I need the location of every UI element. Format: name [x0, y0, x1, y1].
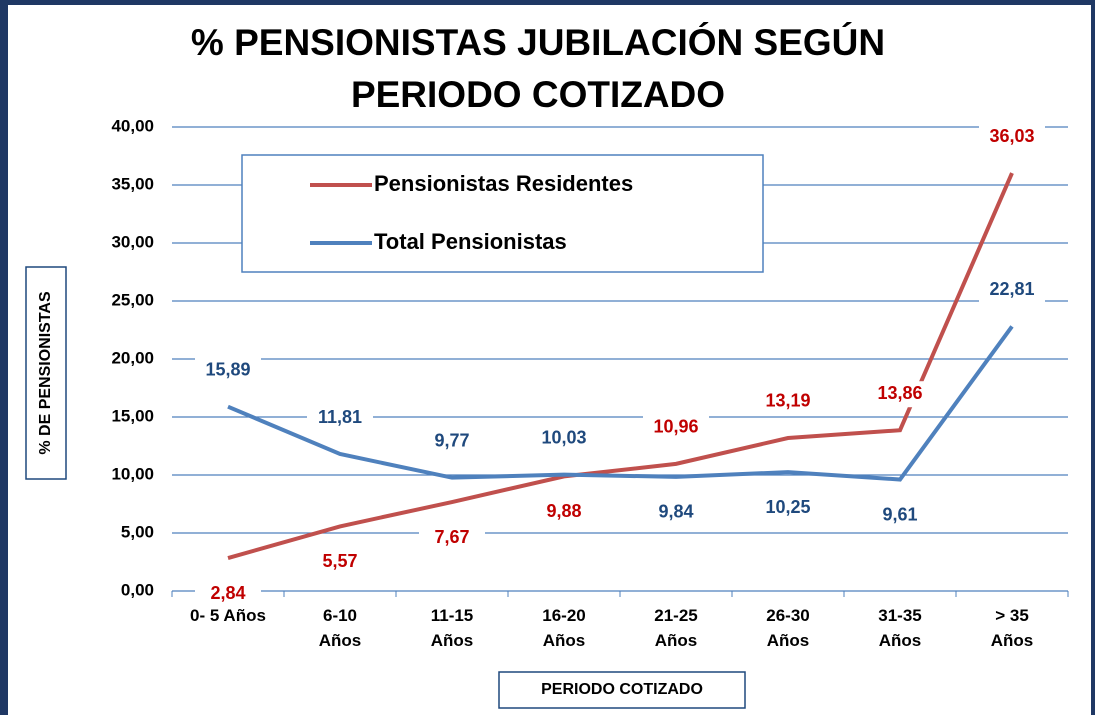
x-tick-label: 26-30 Años [766, 606, 810, 650]
y-tick-label: 25,00 [111, 290, 154, 309]
y-tick-label: 40,00 [111, 116, 154, 135]
y-tick-label: 5,00 [121, 522, 154, 541]
data-label: 10,03 [541, 427, 586, 447]
series-line [227, 325, 1014, 482]
legend-label: Total Pensionistas [374, 229, 567, 254]
y-tick-label: 0,00 [121, 580, 154, 599]
x-tick-label: 21-25 Años [654, 606, 698, 650]
data-label: 5,57 [322, 551, 357, 571]
y-axis-title: % DE PENSIONISTAS [37, 291, 54, 455]
chart-title: % PENSIONISTAS JUBILACIÓN SEGÚN PERIODO … [190, 22, 886, 115]
label-bg [419, 428, 485, 455]
label-bg [307, 549, 373, 576]
data-label: 13,86 [877, 383, 922, 403]
x-tick-label: 6-10 Años [318, 606, 362, 650]
x-tick-label: 11-15 Años [430, 606, 474, 650]
legend-label: Pensionistas Residentes [374, 171, 633, 196]
legend-box [241, 154, 764, 273]
data-label: 11,81 [318, 407, 362, 427]
label-bg [979, 277, 1045, 304]
x-tick-label: 0- 5 Años [190, 606, 266, 625]
data-label: 9,77 [434, 430, 469, 450]
data-label: 7,67 [434, 527, 469, 547]
data-label: 9,88 [546, 501, 581, 521]
label-bg [531, 499, 597, 526]
data-label: 22,81 [989, 279, 1034, 299]
label-bg [531, 425, 597, 452]
y-tick-label: 20,00 [111, 348, 154, 367]
data-label: 2,84 [210, 583, 245, 603]
label-bg [867, 502, 933, 529]
data-label: 15,89 [205, 359, 250, 379]
chart: % DE PENSIONISTAS PERIODO COTIZADO 0,00 5… [25, 116, 1069, 709]
series-line [227, 172, 1014, 560]
data-label: 36,03 [989, 126, 1034, 146]
data-label: 10,25 [765, 497, 810, 517]
y-tick-label: 15,00 [111, 406, 154, 425]
data-label: 9,84 [658, 502, 693, 522]
x-tick-label: 31-35 Años [878, 606, 922, 650]
label-bg [867, 381, 933, 408]
label-bg [307, 405, 373, 432]
label-bg [979, 124, 1045, 151]
label-bg [195, 357, 261, 384]
y-tick-label: 30,00 [111, 232, 154, 251]
x-title-box [498, 671, 746, 709]
label-bg [643, 499, 709, 526]
label-bg [195, 581, 261, 608]
data-label: 13,19 [765, 391, 810, 411]
label-bg [643, 414, 709, 441]
x-tick-label: > 35 Años [990, 606, 1034, 650]
x-axis-title: PERIODO COTIZADO [541, 681, 703, 698]
y-tick-label: 35,00 [111, 174, 154, 193]
label-bg [755, 388, 821, 415]
y-tick-label: 10,00 [111, 464, 154, 483]
data-label: 9,61 [882, 504, 917, 524]
x-tick-label: 16-20 Años [542, 606, 586, 650]
label-bg [419, 525, 485, 552]
y-title-box [25, 266, 67, 480]
label-bg [755, 495, 821, 522]
data-label: 10,96 [653, 417, 698, 437]
